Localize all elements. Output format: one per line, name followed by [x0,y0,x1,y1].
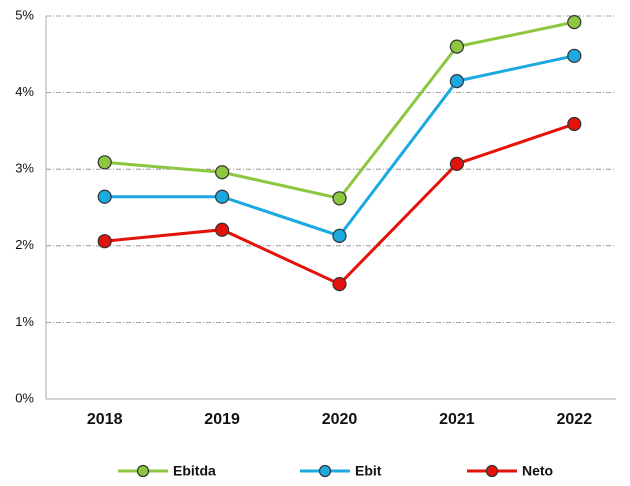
y-tick-label: 4% [15,84,34,99]
legend-label: Ebit [355,463,382,479]
point [449,156,464,171]
x-tick-label: 2019 [204,411,240,428]
legend-label: Neto [522,463,553,479]
y-tick-label: 2% [15,237,34,252]
point [567,48,582,63]
point [332,191,347,206]
legend-marker [485,464,499,478]
point [567,15,582,30]
point [332,228,347,243]
x-tick-label: 2020 [322,411,358,428]
point [332,277,347,292]
point [97,155,112,170]
y-tick-label: 3% [15,161,34,176]
point [97,234,112,249]
point [215,189,230,204]
series-line [104,20,575,200]
point [449,39,464,54]
y-tick-label: 1% [15,314,34,329]
point [215,165,230,180]
point [449,74,464,89]
y-tick-label: 0% [15,390,34,405]
legend-marker [318,464,332,478]
x-tick-label: 2021 [439,411,475,428]
legend-label: Ebitda [173,463,216,479]
point [567,116,582,132]
legend-marker [136,464,150,478]
series-line [104,54,575,238]
x-tick-label: 2022 [557,411,593,428]
point [215,222,230,237]
x-tick-label: 2018 [87,411,123,428]
point [97,189,112,204]
y-tick-label: 5% [15,7,34,22]
